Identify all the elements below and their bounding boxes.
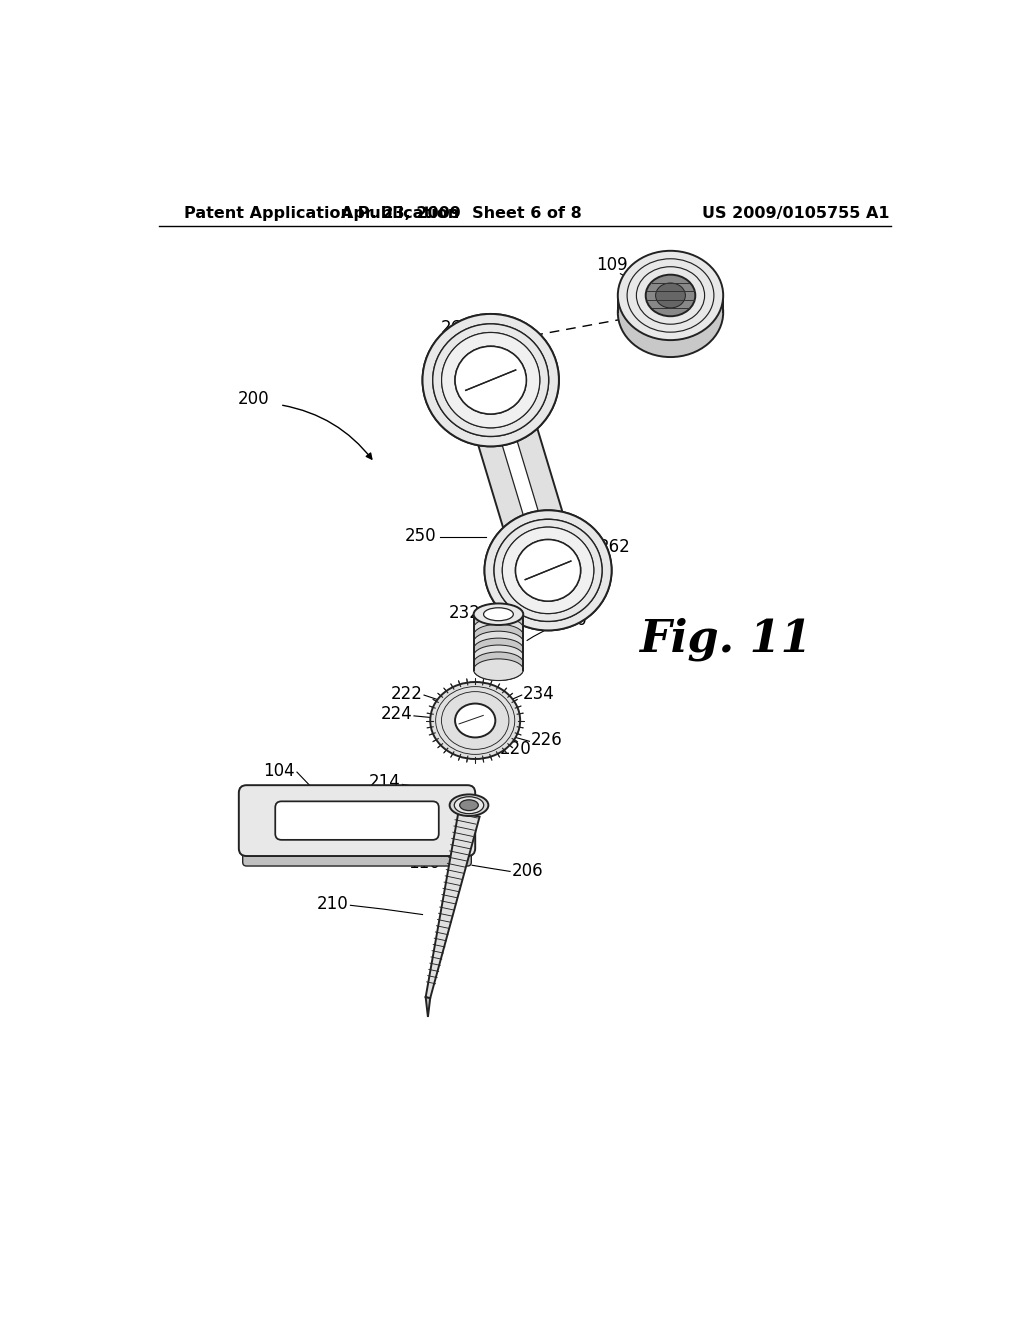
Ellipse shape [636,267,705,325]
Text: 200: 200 [238,389,269,408]
Text: 222: 222 [390,685,423,702]
Ellipse shape [655,282,685,308]
Text: 264: 264 [441,319,473,337]
Text: Patent Application Publication: Patent Application Publication [183,206,459,222]
Polygon shape [617,296,723,313]
Ellipse shape [474,659,523,681]
Text: 232: 232 [449,603,480,622]
Text: 262: 262 [599,539,631,556]
Text: 104: 104 [263,762,295,780]
Ellipse shape [455,797,483,813]
Ellipse shape [484,511,611,631]
Text: 226: 226 [531,731,563,748]
Ellipse shape [441,333,540,428]
Ellipse shape [450,795,488,816]
Ellipse shape [515,540,581,601]
Ellipse shape [484,511,611,631]
Polygon shape [426,997,430,1016]
Ellipse shape [646,275,695,317]
Text: 220: 220 [500,741,531,758]
Text: 210: 210 [317,895,349,912]
Ellipse shape [617,268,723,358]
Ellipse shape [474,624,523,645]
Ellipse shape [455,346,526,414]
Text: 102: 102 [251,825,283,843]
Text: 212: 212 [327,846,358,865]
Text: 116: 116 [409,854,440,873]
Text: Fig. 11: Fig. 11 [640,618,812,661]
Ellipse shape [474,638,523,660]
Ellipse shape [503,527,594,614]
FancyBboxPatch shape [239,785,475,855]
Text: US 2009/0105755 A1: US 2009/0105755 A1 [701,206,889,222]
Ellipse shape [441,692,509,750]
Ellipse shape [460,800,478,810]
Ellipse shape [503,527,594,614]
Polygon shape [477,425,563,531]
Ellipse shape [474,618,523,639]
Ellipse shape [433,323,549,437]
Ellipse shape [435,686,515,755]
Ellipse shape [617,251,723,341]
Ellipse shape [483,607,513,620]
Text: 214: 214 [369,774,400,791]
Text: 234: 234 [523,685,555,702]
Ellipse shape [423,314,559,446]
Text: 224: 224 [381,705,413,723]
FancyBboxPatch shape [243,845,471,866]
FancyBboxPatch shape [275,801,438,840]
Ellipse shape [433,323,549,437]
Ellipse shape [474,652,523,673]
Ellipse shape [455,346,526,414]
Text: 230: 230 [556,611,588,630]
Ellipse shape [515,540,581,601]
Ellipse shape [494,519,602,622]
Ellipse shape [474,645,523,667]
Ellipse shape [423,314,559,446]
Text: Apr. 23, 2009  Sheet 6 of 8: Apr. 23, 2009 Sheet 6 of 8 [341,206,582,222]
Text: 206: 206 [512,862,544,879]
Ellipse shape [627,259,714,333]
Ellipse shape [455,704,496,738]
Ellipse shape [494,519,602,622]
Polygon shape [426,812,479,998]
Ellipse shape [474,610,523,632]
Ellipse shape [430,682,520,759]
Ellipse shape [441,333,540,428]
Text: 109: 109 [597,256,628,273]
Text: 250: 250 [404,527,436,545]
Ellipse shape [474,631,523,653]
Ellipse shape [474,603,523,626]
Ellipse shape [474,603,523,626]
Polygon shape [501,437,540,520]
Ellipse shape [474,659,523,681]
